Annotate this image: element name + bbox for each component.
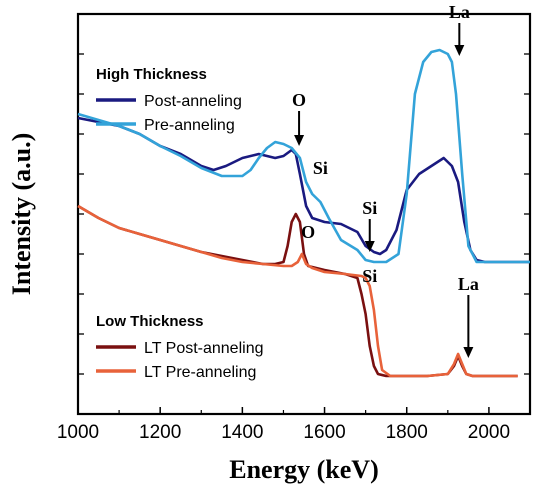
annotation-label: Si bbox=[362, 198, 377, 218]
legend-label-lt-pre-anneling: LT Pre-anneling bbox=[144, 364, 256, 381]
annotation-arrow-head bbox=[463, 347, 474, 358]
x-tick-label: 1600 bbox=[303, 422, 345, 443]
x-tick-label: 1200 bbox=[139, 422, 181, 443]
legend-title-low-thickness: Low Thickness bbox=[96, 313, 204, 330]
y-axis-title: Intensity (a.u.) bbox=[7, 133, 36, 296]
legend-title-high-thickness: High Thickness bbox=[96, 66, 207, 83]
x-tick-label: 2000 bbox=[468, 422, 510, 443]
series-layer bbox=[77, 48, 530, 378]
annotation-label: Si bbox=[362, 266, 377, 286]
annotations: O Si Si La O Si La bbox=[292, 2, 479, 358]
annotation-label: La bbox=[449, 2, 470, 22]
annotation-label: O bbox=[292, 90, 306, 110]
annotation-label: La bbox=[458, 274, 479, 294]
legend-label-post-anneling: Post-anneling bbox=[144, 93, 242, 110]
annotation-arrow-head bbox=[294, 135, 305, 146]
x-ticks: 1000 1200 1400 1600 1800 2000 bbox=[57, 53, 530, 443]
series-line-pre-anneling bbox=[77, 48, 530, 264]
legend-label-pre-anneling: Pre-anneling bbox=[144, 117, 235, 134]
series-line-post-anneling bbox=[77, 116, 530, 264]
x-axis-title: Energy (keV) bbox=[229, 455, 378, 484]
annotation-arrow-head bbox=[364, 241, 375, 252]
series-line-lt-pre-anneling bbox=[77, 204, 518, 378]
annotation-label: O bbox=[301, 222, 315, 242]
annotation-label: Si bbox=[313, 158, 328, 178]
x-tick-label: 1000 bbox=[57, 422, 99, 443]
x-tick-label: 1800 bbox=[386, 422, 428, 443]
annotation-arrow-head bbox=[454, 45, 465, 56]
legend-label-lt-post-anneling: LT Post-anneling bbox=[144, 340, 263, 357]
x-tick-label: 1400 bbox=[221, 422, 263, 443]
